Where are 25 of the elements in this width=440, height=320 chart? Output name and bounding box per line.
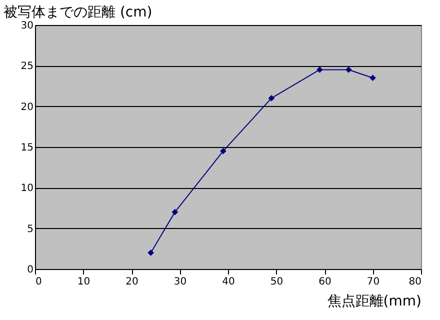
y-tick-label: 10	[20, 183, 34, 194]
x-tick-label: 0	[36, 276, 42, 288]
y-tick-label: 20	[20, 102, 34, 113]
point	[172, 208, 178, 216]
x-tick-label: 30	[174, 276, 187, 288]
x-tick-label: 80	[408, 276, 422, 288]
point	[370, 74, 376, 82]
y-tick-label: 0	[27, 264, 34, 276]
y-axis-title: 被写体までの距離 (cm)	[4, 4, 152, 20]
point	[268, 95, 275, 102]
y-tick-label: 25	[20, 61, 34, 72]
x-tick-label: 60	[318, 276, 332, 288]
point	[316, 66, 323, 73]
x-tick-label: 10	[77, 276, 90, 288]
point	[345, 66, 352, 73]
x-tick-label: 70	[366, 276, 380, 288]
y-tick-label: 5	[27, 224, 34, 235]
x-tick-label: 50	[270, 276, 284, 288]
x-tick-label: 20	[126, 276, 138, 288]
x-tick-label: 40	[222, 276, 235, 288]
x-axis-title: 焦点距離(mm)	[327, 294, 422, 310]
point	[148, 250, 154, 256]
y-tick-label: 30	[20, 20, 34, 32]
y-tick-label: 15	[20, 142, 34, 154]
point	[220, 148, 226, 154]
